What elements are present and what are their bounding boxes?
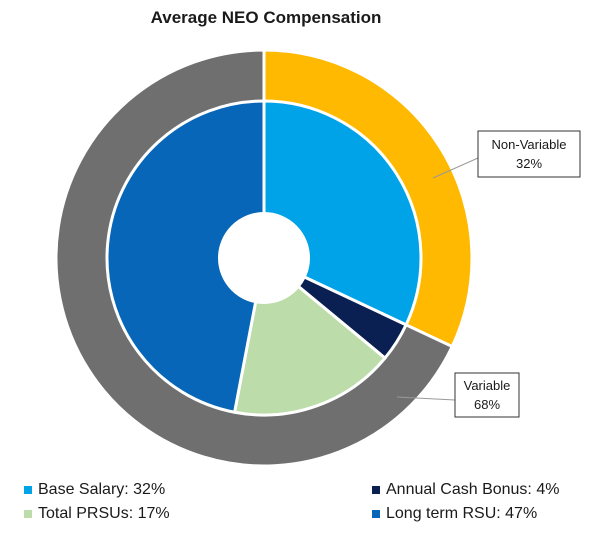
donut-hole — [218, 212, 310, 304]
legend-swatch — [24, 486, 32, 494]
legend-swatch — [372, 486, 380, 494]
callout-box-nonvariable — [477, 130, 581, 178]
callout-leader-nonvariable — [432, 157, 479, 179]
legend-label: Base Salary: 32% — [38, 481, 166, 498]
callout-box-variable — [454, 372, 520, 418]
legend-item-total-prsus: Total PRSUs: 17% — [24, 505, 170, 523]
chart-title: Average NEO Compensation — [150, 8, 382, 27]
legend-label: Annual Cash Bonus: 4% — [386, 481, 560, 498]
legend-label: Total PRSUs: 17% — [38, 505, 170, 522]
legend-swatch — [372, 510, 380, 518]
callout-label-variable: Variable — [464, 378, 511, 393]
legend-item-base-salary: Base Salary: 32% — [24, 481, 165, 499]
legend-item-long-term-rsu: Long term RSU: 47% — [372, 505, 537, 523]
callout-value-nonvariable: 32% — [516, 156, 542, 171]
callout-leader-variable — [396, 396, 456, 401]
legend-swatch — [24, 510, 32, 518]
callout-label-nonvariable: Non-Variable — [492, 137, 567, 152]
legend-item-annual-cash-bonus: Annual Cash Bonus: 4% — [372, 481, 559, 499]
legend-label: Long term RSU: 47% — [386, 505, 538, 522]
callout-value-variable: 68% — [474, 397, 500, 412]
